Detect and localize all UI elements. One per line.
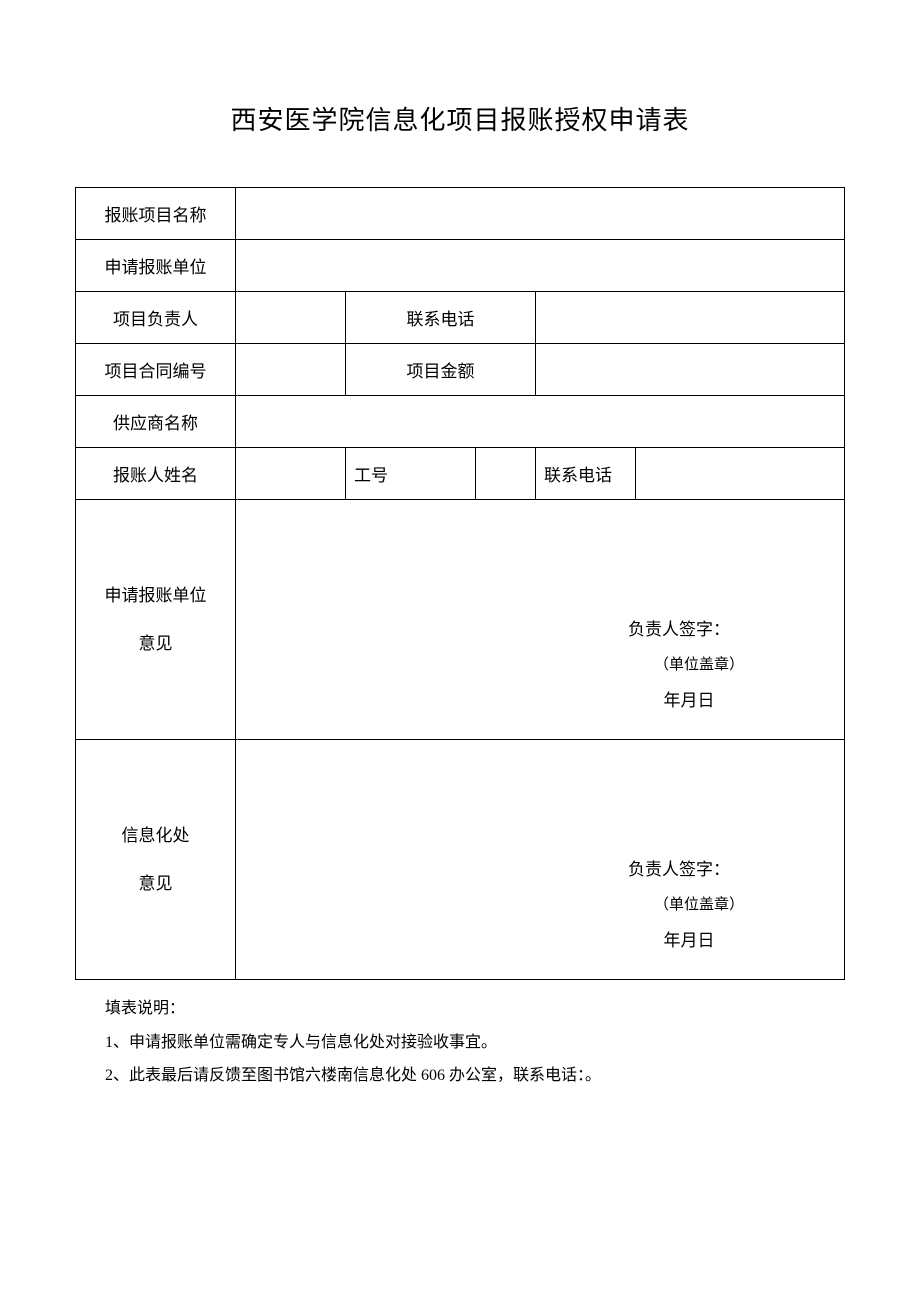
value-unit-opinion: 负责人签字： （单位盖章） 年月日 — [236, 500, 845, 740]
label-supplier-name: 供应商名称 — [76, 396, 236, 448]
notes-section: 填表说明： 1、申请报账单位需确定专人与信息化处对接验收事宜。 2、此表最后请反… — [75, 992, 845, 1093]
row-supplier-name: 供应商名称 — [76, 396, 845, 448]
unit-opinion-signblock: 负责人签字： （单位盖章） 年月日 — [614, 611, 744, 719]
value-project-name — [236, 188, 845, 240]
label-apply-unit: 申请报账单位 — [76, 240, 236, 292]
label-worker-id: 工号 — [346, 448, 476, 500]
label-info-dept-line2: 意见 — [84, 860, 227, 908]
notes-item-1: 1、申请报账单位需确定专人与信息化处对接验收事宜。 — [105, 1026, 845, 1060]
value-contract-number — [236, 344, 346, 396]
label-unit-opinion: 申请报账单位 意见 — [76, 500, 236, 740]
value-leader-phone — [536, 292, 845, 344]
notes-item-2: 2、此表最后请反馈至图书馆六楼南信息化处 606 办公室，联系电话：。 — [105, 1059, 845, 1093]
row-project-leader: 项目负责人 联系电话 — [76, 292, 845, 344]
label-project-name: 报账项目名称 — [76, 188, 236, 240]
info-dept-sign-label: 负责人签字： — [614, 851, 744, 888]
value-applicant-phone — [636, 448, 845, 500]
value-project-leader — [236, 292, 346, 344]
label-info-dept-opinion: 信息化处 意见 — [76, 740, 236, 980]
unit-sign-label: 负责人签字： — [614, 611, 744, 648]
label-applicant-name: 报账人姓名 — [76, 448, 236, 500]
row-applicant: 报账人姓名 工号 联系电话 — [76, 448, 845, 500]
info-dept-stamp-label: （单位盖章） — [654, 889, 744, 922]
value-worker-id — [476, 448, 536, 500]
label-leader-phone: 联系电话 — [346, 292, 536, 344]
value-info-dept-opinion: 负责人签字： （单位盖章） 年月日 — [236, 740, 845, 980]
label-contract-number: 项目合同编号 — [76, 344, 236, 396]
label-unit-opinion-line2: 意见 — [84, 620, 227, 668]
label-unit-opinion-line1: 申请报账单位 — [84, 572, 227, 620]
row-info-dept-opinion: 信息化处 意见 负责人签字： （单位盖章） 年月日 — [76, 740, 845, 980]
unit-stamp-label: （单位盖章） — [654, 649, 744, 682]
value-applicant-name — [236, 448, 346, 500]
value-apply-unit — [236, 240, 845, 292]
notes-heading: 填表说明： — [105, 992, 845, 1026]
row-project-name: 报账项目名称 — [76, 188, 845, 240]
value-project-amount — [536, 344, 845, 396]
info-dept-date-label: 年月日 — [634, 922, 744, 959]
row-apply-unit: 申请报账单位 — [76, 240, 845, 292]
row-contract-number: 项目合同编号 项目金额 — [76, 344, 845, 396]
row-unit-opinion: 申请报账单位 意见 负责人签字： （单位盖章） 年月日 — [76, 500, 845, 740]
value-supplier-name — [236, 396, 845, 448]
label-applicant-phone: 联系电话 — [536, 448, 636, 500]
page-title: 西安医学院信息化项目报账授权申请表 — [75, 100, 845, 137]
label-project-leader: 项目负责人 — [76, 292, 236, 344]
unit-date-label: 年月日 — [634, 682, 744, 719]
info-dept-signblock: 负责人签字： （单位盖章） 年月日 — [614, 851, 744, 959]
application-form-table: 报账项目名称 申请报账单位 项目负责人 联系电话 项目合同编号 项目金额 供应商… — [75, 187, 845, 980]
label-project-amount: 项目金额 — [346, 344, 536, 396]
label-info-dept-line1: 信息化处 — [84, 812, 227, 860]
